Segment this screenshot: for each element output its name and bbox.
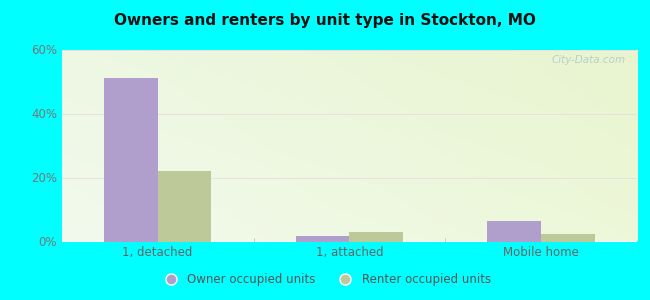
Bar (541, 235, 595, 242)
Text: Owners and renters by unit type in Stockton, MO: Owners and renters by unit type in Stock… (114, 14, 536, 28)
Text: City-Data.com: City-Data.com (551, 55, 625, 65)
Bar (350, 232, 403, 242)
Bar (104, 78, 157, 242)
Bar (157, 171, 211, 242)
Bar (488, 221, 541, 242)
Bar (296, 236, 350, 242)
Legend: Owner occupied units, Renter occupied units: Owner occupied units, Renter occupied un… (154, 269, 496, 291)
